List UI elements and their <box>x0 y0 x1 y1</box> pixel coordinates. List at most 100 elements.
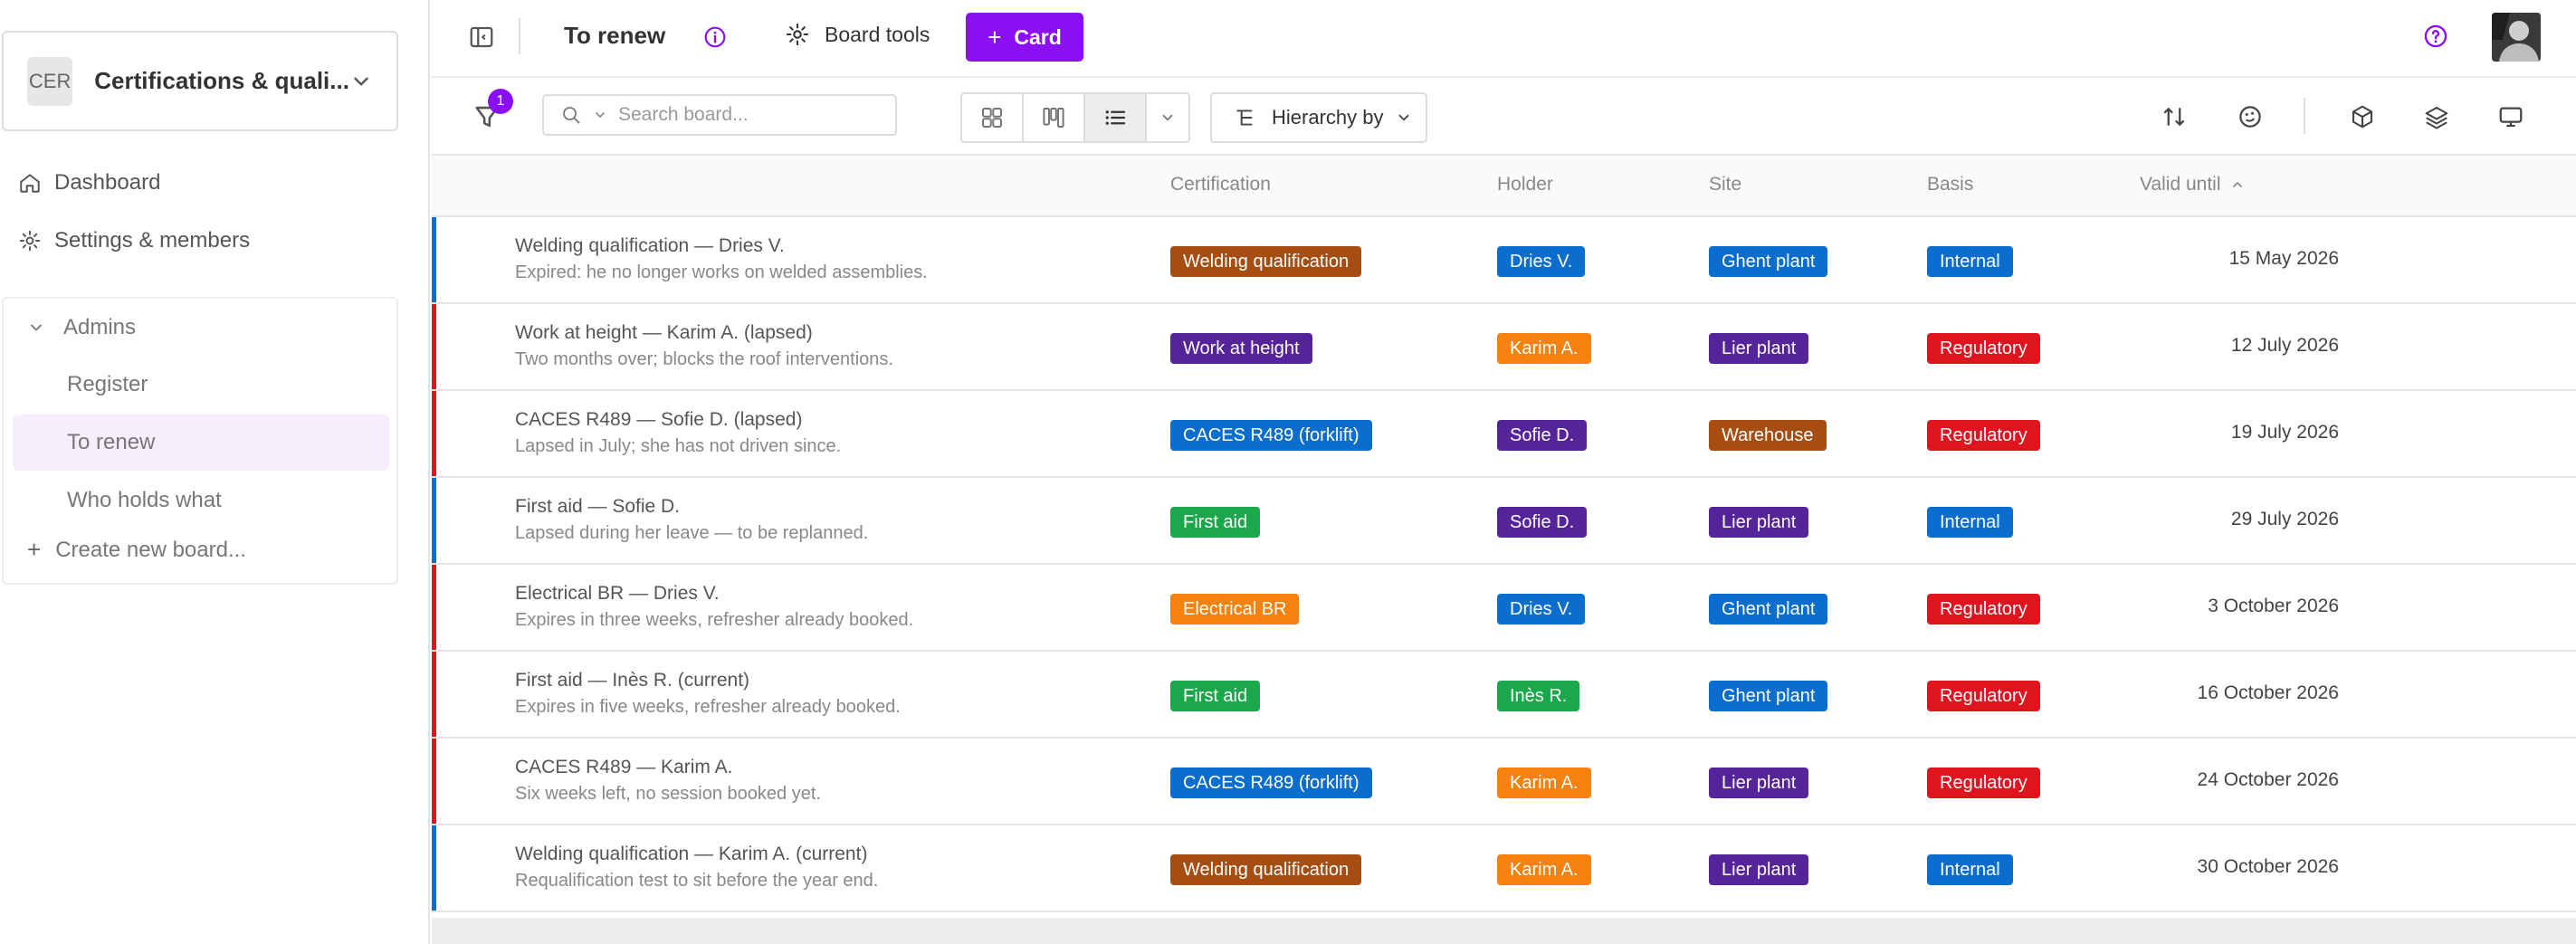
site-tag[interactable]: Lier plant <box>1709 507 1809 538</box>
board-item-to-renew[interactable]: To renew <box>13 415 389 471</box>
row-basis-stripe <box>432 304 436 389</box>
row-basis-stripe <box>432 825 436 911</box>
table-row[interactable]: CACES R489 — Karim A. Six weeks left, no … <box>432 739 2576 825</box>
site-tag[interactable]: Ghent plant <box>1709 594 1828 625</box>
column-header-valid-until[interactable]: Valid until <box>2140 174 2245 195</box>
table-row[interactable]: First aid — Inès R. (current) Expires in … <box>432 652 2576 739</box>
row-description: Two months over; blocks the roof interve… <box>515 349 893 369</box>
site-tag[interactable]: Ghent plant <box>1709 246 1828 277</box>
basis-tag[interactable]: Regulatory <box>1927 681 2040 711</box>
certification-tag[interactable]: Welding qualification <box>1170 854 1362 885</box>
gear-icon <box>786 23 809 46</box>
site-tag[interactable]: Lier plant <box>1709 768 1809 798</box>
nav-dashboard[interactable]: Dashboard <box>18 170 160 195</box>
column-header-certification[interactable]: Certification <box>1170 174 1271 195</box>
site-tag[interactable]: Lier plant <box>1709 333 1809 364</box>
holder-tag[interactable]: Karim A. <box>1497 854 1591 885</box>
hierarchy-dropdown[interactable]: Hierarchy by <box>1210 92 1427 143</box>
filter-count-badge: 1 <box>488 89 513 114</box>
row-basis-stripe <box>432 391 436 476</box>
holder-tag[interactable]: Sofie D. <box>1497 420 1588 451</box>
group-header[interactable]: Admins <box>27 311 136 344</box>
sort-icon[interactable] <box>2161 103 2188 130</box>
valid-until-date: 30 October 2026 <box>2197 856 2339 877</box>
holder-tag[interactable]: Dries V. <box>1497 594 1586 625</box>
search-input[interactable] <box>618 104 890 126</box>
row-title[interactable]: Work at height — Karim A. (lapsed) <box>515 322 813 343</box>
basis-tag[interactable]: Regulatory <box>1927 768 2040 798</box>
site-tag[interactable]: Warehouse <box>1709 420 1827 451</box>
grid-view-icon <box>982 108 1002 128</box>
basis-tag[interactable]: Internal <box>1927 246 2013 277</box>
board-group-admins: Admins Register To renew Who holds what … <box>2 297 398 585</box>
holder-tag[interactable]: Karim A. <box>1497 768 1591 798</box>
row-basis-stripe <box>432 739 436 824</box>
nav-settings-label: Settings & members <box>54 228 251 253</box>
row-title[interactable]: First aid — Sofie D. <box>515 496 681 517</box>
board-item-who-holds-what[interactable]: Who holds what <box>67 488 222 512</box>
basis-tag[interactable]: Regulatory <box>1927 594 2040 625</box>
valid-until-label: Valid until <box>2140 174 2221 195</box>
nav-settings[interactable]: Settings & members <box>18 228 250 253</box>
site-tag[interactable]: Lier plant <box>1709 854 1809 885</box>
certification-tag[interactable]: Electrical BR <box>1170 594 1300 625</box>
palette-icon[interactable] <box>2237 103 2264 130</box>
basis-tag[interactable]: Internal <box>1927 854 2013 885</box>
holder-tag[interactable]: Karim A. <box>1497 333 1591 364</box>
layers-icon[interactable] <box>2423 103 2450 130</box>
basis-tag[interactable]: Regulatory <box>1927 333 2040 364</box>
monitor-icon[interactable] <box>2497 103 2524 130</box>
row-description: Requalification test to sit before the y… <box>515 871 879 891</box>
add-card-button[interactable]: + Card <box>966 13 1083 62</box>
table-row[interactable]: CACES R489 — Sofie D. (lapsed) Lapsed in … <box>432 391 2576 478</box>
row-title[interactable]: CACES R489 — Sofie D. (lapsed) <box>515 409 803 430</box>
certification-tag[interactable]: Work at height <box>1170 333 1312 364</box>
valid-until-date: 3 October 2026 <box>2208 596 2339 616</box>
workspace-switcher[interactable]: CER Certifications & quali... <box>2 31 398 131</box>
board-item-register[interactable]: Register <box>67 372 148 396</box>
holder-tag[interactable]: Inès R. <box>1497 681 1580 711</box>
valid-until-date: 29 July 2026 <box>2230 509 2339 529</box>
certification-tag[interactable]: CACES R489 (forklift) <box>1170 768 1372 798</box>
certification-tag[interactable]: CACES R489 (forklift) <box>1170 420 1372 451</box>
view-more-button[interactable] <box>1147 94 1188 141</box>
column-header-basis[interactable]: Basis <box>1927 174 1974 195</box>
column-header-site[interactable]: Site <box>1709 174 1742 195</box>
holder-tag[interactable]: Sofie D. <box>1497 507 1588 538</box>
view-kanban-button[interactable] <box>1024 94 1085 141</box>
site-tag[interactable]: Ghent plant <box>1709 681 1828 711</box>
chevron-down-icon <box>1399 114 1409 121</box>
basis-tag[interactable]: Internal <box>1927 507 2013 538</box>
table-row[interactable]: Welding qualification — Karim A. (curren… <box>432 825 2576 912</box>
info-icon[interactable] <box>703 25 727 49</box>
view-grid-button[interactable] <box>962 94 1024 141</box>
row-title[interactable]: Electrical BR — Dries V. <box>515 583 720 604</box>
list-view-icon <box>1105 110 1126 125</box>
board-tools-button[interactable]: Board tools <box>785 22 930 47</box>
row-title[interactable]: First aid — Inès R. (current) <box>515 670 750 691</box>
basis-tag[interactable]: Regulatory <box>1927 420 2040 451</box>
view-list-button[interactable] <box>1085 94 1147 141</box>
table-row[interactable]: Work at height — Karim A. (lapsed) Two mo… <box>432 304 2576 391</box>
holder-tag[interactable]: Dries V. <box>1497 246 1586 277</box>
table-row[interactable]: Electrical BR — Dries V. Expires in three… <box>432 565 2576 652</box>
row-title[interactable]: Welding qualification — Dries V. <box>515 235 785 256</box>
cube-icon[interactable] <box>2349 103 2376 130</box>
row-basis-stripe <box>432 652 436 737</box>
chevron-down-icon[interactable] <box>593 108 607 122</box>
cards-table: Certification Holder Site Basis Valid un… <box>432 156 2576 912</box>
certification-tag[interactable]: Welding qualification <box>1170 246 1362 277</box>
table-row[interactable]: Welding qualification — Dries V. Expired:… <box>432 217 2576 304</box>
certification-tag[interactable]: First aid <box>1170 681 1261 711</box>
certification-tag[interactable]: First aid <box>1170 507 1261 538</box>
row-title[interactable]: CACES R489 — Karim A. <box>515 757 733 777</box>
table-row[interactable]: First aid — Sofie D. Lapsed during her le… <box>432 478 2576 565</box>
valid-until-date: 16 October 2026 <box>2197 682 2339 703</box>
help-icon[interactable] <box>2423 24 2448 49</box>
user-avatar[interactable] <box>2492 13 2541 62</box>
create-board-button[interactable]: + Create new board... <box>27 536 246 564</box>
sidebar-toggle-icon[interactable] <box>468 24 495 51</box>
row-title[interactable]: Welding qualification — Karim A. (curren… <box>515 844 868 864</box>
column-header-holder[interactable]: Holder <box>1497 174 1553 195</box>
gear-icon <box>19 230 41 252</box>
